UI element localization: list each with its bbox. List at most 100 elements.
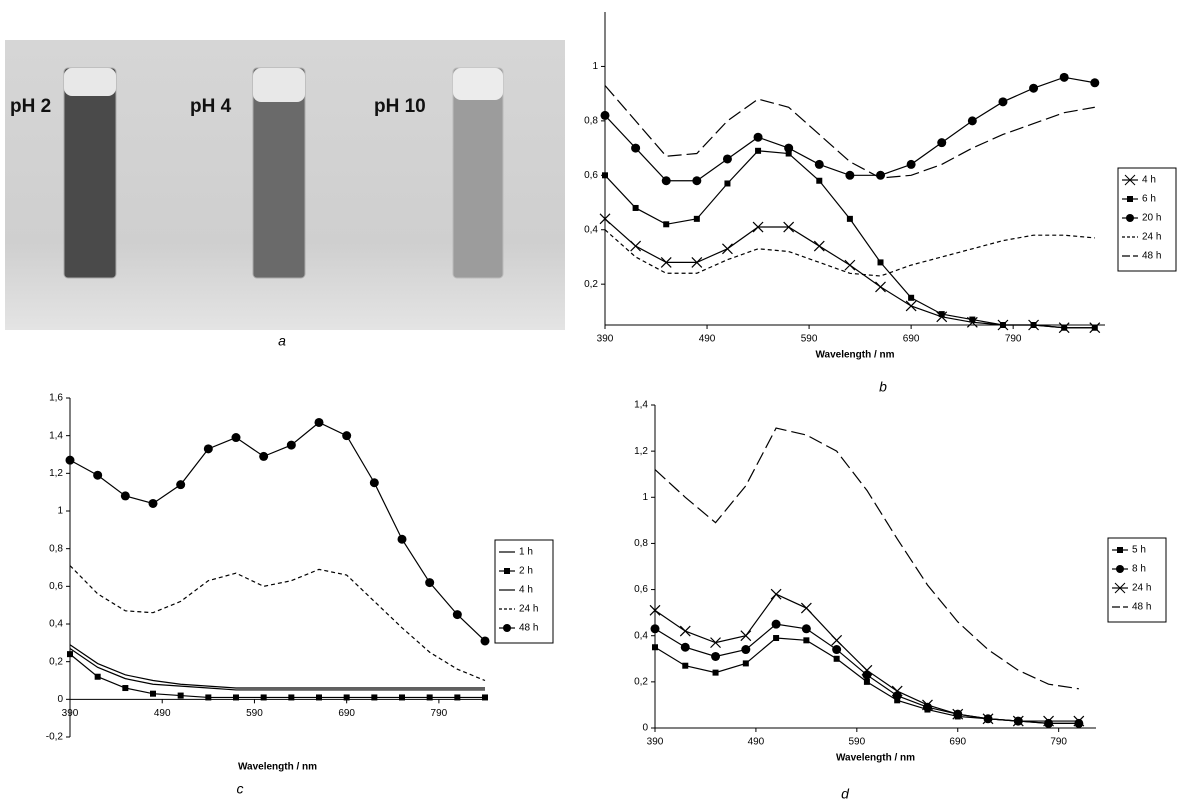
legend-marker <box>1124 174 1136 186</box>
x-tick-label: 590 <box>848 737 865 748</box>
legend-marker-shape <box>504 568 510 574</box>
legend-marker <box>1126 214 1134 222</box>
series-line <box>654 427 1079 690</box>
marker <box>482 694 488 701</box>
marker <box>120 491 130 501</box>
legend-label: 20 h <box>1142 213 1161 224</box>
marker <box>65 455 75 465</box>
legend-label: 2 h <box>519 566 533 577</box>
marker <box>67 651 73 658</box>
marker <box>1043 715 1054 727</box>
photo-label: pH 4 <box>190 96 232 117</box>
marker <box>399 694 405 701</box>
y-tick-label: 1,4 <box>634 400 648 411</box>
legend-label: 24 h <box>1142 232 1161 243</box>
marker <box>260 694 267 701</box>
y-tick-label: 1 <box>592 61 598 72</box>
x-tick-label: 690 <box>949 737 966 748</box>
legend-marker-shape <box>1127 196 1133 202</box>
y-tick-label: 0,4 <box>49 619 63 630</box>
series-line <box>69 644 485 689</box>
cuvette-cap <box>64 68 116 96</box>
marker <box>660 256 672 268</box>
marker <box>771 619 781 629</box>
marker <box>969 316 976 323</box>
y-tick-label: 1,2 <box>634 446 648 457</box>
marker <box>783 221 795 233</box>
y-tick-label: 1 <box>57 506 63 517</box>
y-tick-label: 0,2 <box>634 676 648 687</box>
marker <box>203 444 213 454</box>
marker <box>906 159 916 169</box>
y-tick-label: 0,6 <box>634 584 648 595</box>
y-tick-label: 1,4 <box>49 430 63 441</box>
x-tick-label: 590 <box>246 708 263 719</box>
marker <box>905 300 917 312</box>
y-tick-label: 1 <box>642 492 648 503</box>
y-tick-label: 0,6 <box>584 170 598 181</box>
marker <box>1012 715 1024 727</box>
marker <box>967 116 977 126</box>
chart: 0,2 0,4 0,6 0,8 1 390 490 590 690 790 Wavelength /… <box>584 12 1177 395</box>
y-tick-label: 0,6 <box>49 581 63 592</box>
marker <box>1029 83 1039 93</box>
x-tick-label: 390 <box>597 334 614 345</box>
marker <box>454 694 461 701</box>
marker <box>877 259 884 266</box>
legend-marker-shape <box>1117 547 1123 553</box>
marker <box>661 176 671 186</box>
marker <box>663 221 670 228</box>
marker <box>832 645 842 655</box>
marker <box>679 625 691 637</box>
marker <box>833 655 840 662</box>
series-line <box>69 653 485 699</box>
marker <box>600 110 610 120</box>
marker <box>741 645 751 655</box>
marker <box>937 138 947 148</box>
marker <box>1059 72 1069 82</box>
legend-label: 5 h <box>1132 545 1146 556</box>
marker <box>755 147 762 154</box>
marker <box>813 240 825 252</box>
legend-label: 48 h <box>1132 602 1151 613</box>
y-tick-label: 1,2 <box>49 468 63 479</box>
marker <box>233 694 239 701</box>
marker <box>922 699 933 711</box>
marker <box>631 143 641 153</box>
series-line <box>604 85 1095 179</box>
marker <box>876 170 886 180</box>
marker <box>452 610 462 620</box>
marker <box>176 480 186 490</box>
y-tick-label: 0,2 <box>584 279 598 290</box>
marker <box>425 578 435 588</box>
marker <box>148 498 158 508</box>
caption: b <box>879 379 887 395</box>
marker <box>426 694 433 701</box>
marker <box>259 451 269 461</box>
marker <box>1073 715 1085 727</box>
marker <box>952 708 964 720</box>
marker <box>814 159 824 169</box>
marker <box>801 624 811 634</box>
x-tick-label: 490 <box>154 708 171 719</box>
x-axis-title: Wavelength / nm <box>815 350 894 361</box>
marker <box>286 440 296 450</box>
marker <box>803 637 810 644</box>
marker <box>693 215 700 222</box>
marker <box>1090 78 1100 88</box>
marker <box>680 642 690 652</box>
marker <box>205 694 212 701</box>
marker <box>998 97 1008 107</box>
y-tick-label: 0,2 <box>49 656 63 667</box>
marker <box>908 294 915 301</box>
y-tick-label: -0,2 <box>46 732 64 743</box>
marker <box>861 664 873 676</box>
marker <box>342 431 352 441</box>
legend-marker-shape <box>1126 214 1134 222</box>
marker <box>369 478 379 488</box>
marker <box>692 176 702 186</box>
caption: c <box>237 781 244 797</box>
marker <box>722 154 732 164</box>
marker <box>711 651 721 661</box>
